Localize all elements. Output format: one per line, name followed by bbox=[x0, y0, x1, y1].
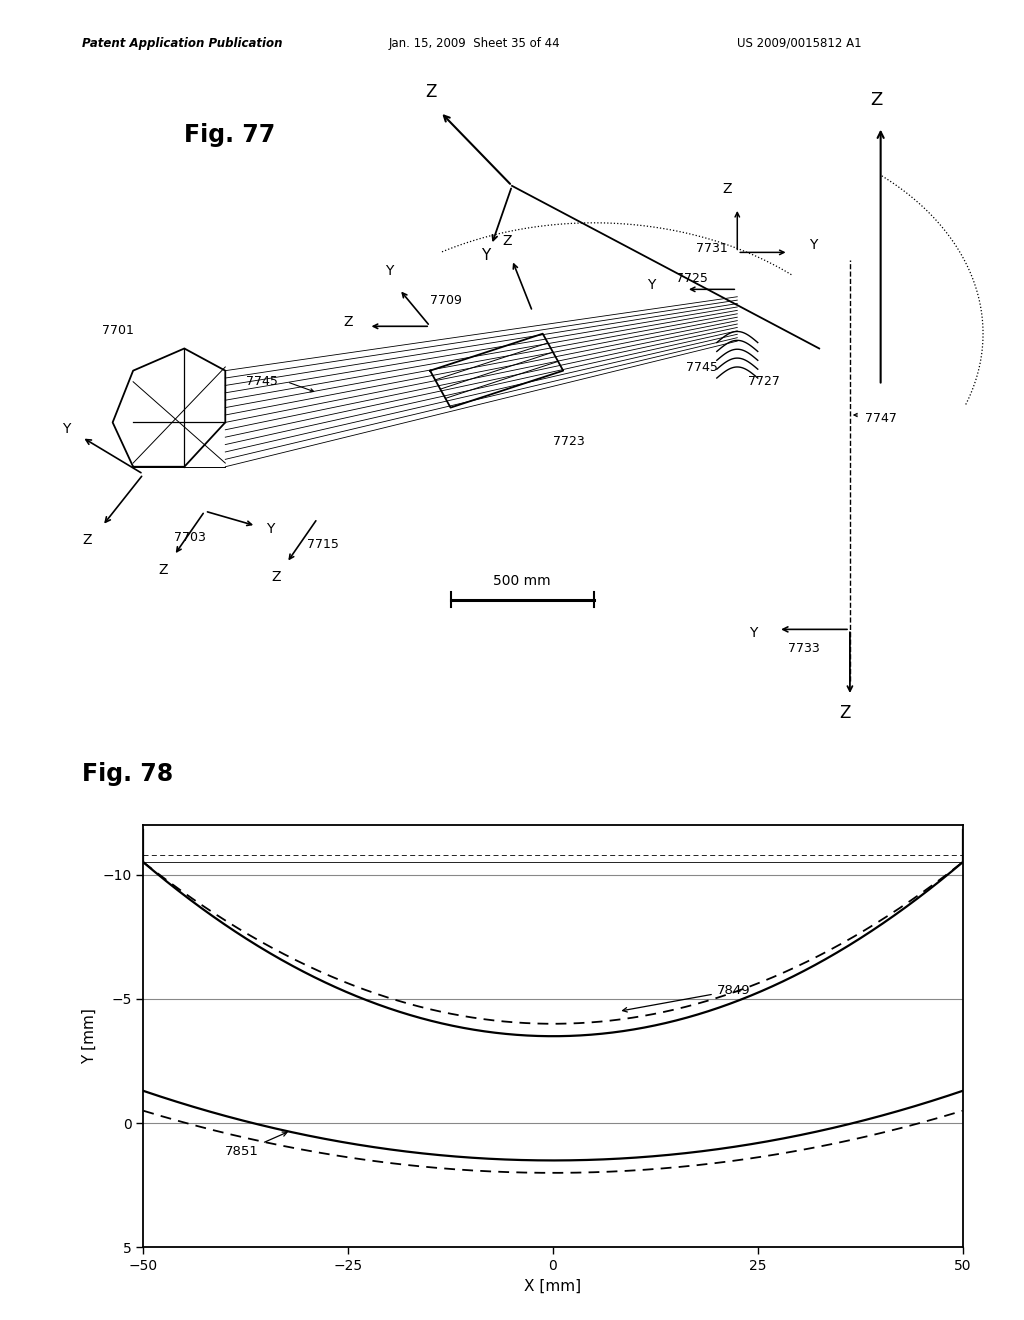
Text: Patent Application Publication: Patent Application Publication bbox=[82, 37, 283, 50]
Text: 7701: 7701 bbox=[102, 323, 134, 337]
Text: 7733: 7733 bbox=[788, 642, 820, 655]
Text: 7745: 7745 bbox=[686, 360, 718, 374]
Text: Z: Z bbox=[82, 533, 92, 548]
Text: Y: Y bbox=[481, 248, 490, 263]
Text: Y: Y bbox=[750, 626, 758, 640]
Text: Y: Y bbox=[647, 279, 655, 292]
Text: 7731: 7731 bbox=[696, 243, 728, 255]
Text: Z: Z bbox=[159, 562, 168, 577]
Text: 7851: 7851 bbox=[225, 1133, 287, 1159]
Text: 7725: 7725 bbox=[676, 272, 708, 285]
Text: 500 mm: 500 mm bbox=[494, 574, 551, 587]
Y-axis label: Y [mm]: Y [mm] bbox=[82, 1008, 96, 1064]
Text: 7703: 7703 bbox=[174, 531, 206, 544]
Text: 7727: 7727 bbox=[748, 375, 779, 388]
Text: US 2009/0015812 A1: US 2009/0015812 A1 bbox=[737, 37, 862, 50]
Text: Fig. 78: Fig. 78 bbox=[82, 763, 173, 787]
Text: Y: Y bbox=[62, 422, 71, 437]
Text: Z: Z bbox=[343, 315, 353, 329]
Text: 7723: 7723 bbox=[553, 434, 585, 447]
Text: Z: Z bbox=[425, 83, 436, 102]
Text: 7715: 7715 bbox=[307, 539, 339, 550]
Text: Y: Y bbox=[385, 264, 393, 277]
Text: 7745: 7745 bbox=[246, 375, 278, 388]
X-axis label: X [mm]: X [mm] bbox=[524, 1279, 582, 1294]
Text: 7709: 7709 bbox=[430, 294, 462, 308]
Text: Y: Y bbox=[266, 523, 274, 536]
Text: Jan. 15, 2009  Sheet 35 of 44: Jan. 15, 2009 Sheet 35 of 44 bbox=[389, 37, 561, 50]
Text: Z: Z bbox=[722, 182, 732, 197]
Text: 7747: 7747 bbox=[865, 412, 897, 425]
Text: Z: Z bbox=[870, 91, 883, 108]
Text: Fig. 77: Fig. 77 bbox=[184, 123, 275, 147]
Text: Y: Y bbox=[809, 238, 817, 252]
Text: Z: Z bbox=[502, 234, 512, 248]
Text: Z: Z bbox=[271, 570, 281, 585]
Text: Z: Z bbox=[840, 704, 851, 722]
Text: 7849: 7849 bbox=[623, 983, 751, 1012]
